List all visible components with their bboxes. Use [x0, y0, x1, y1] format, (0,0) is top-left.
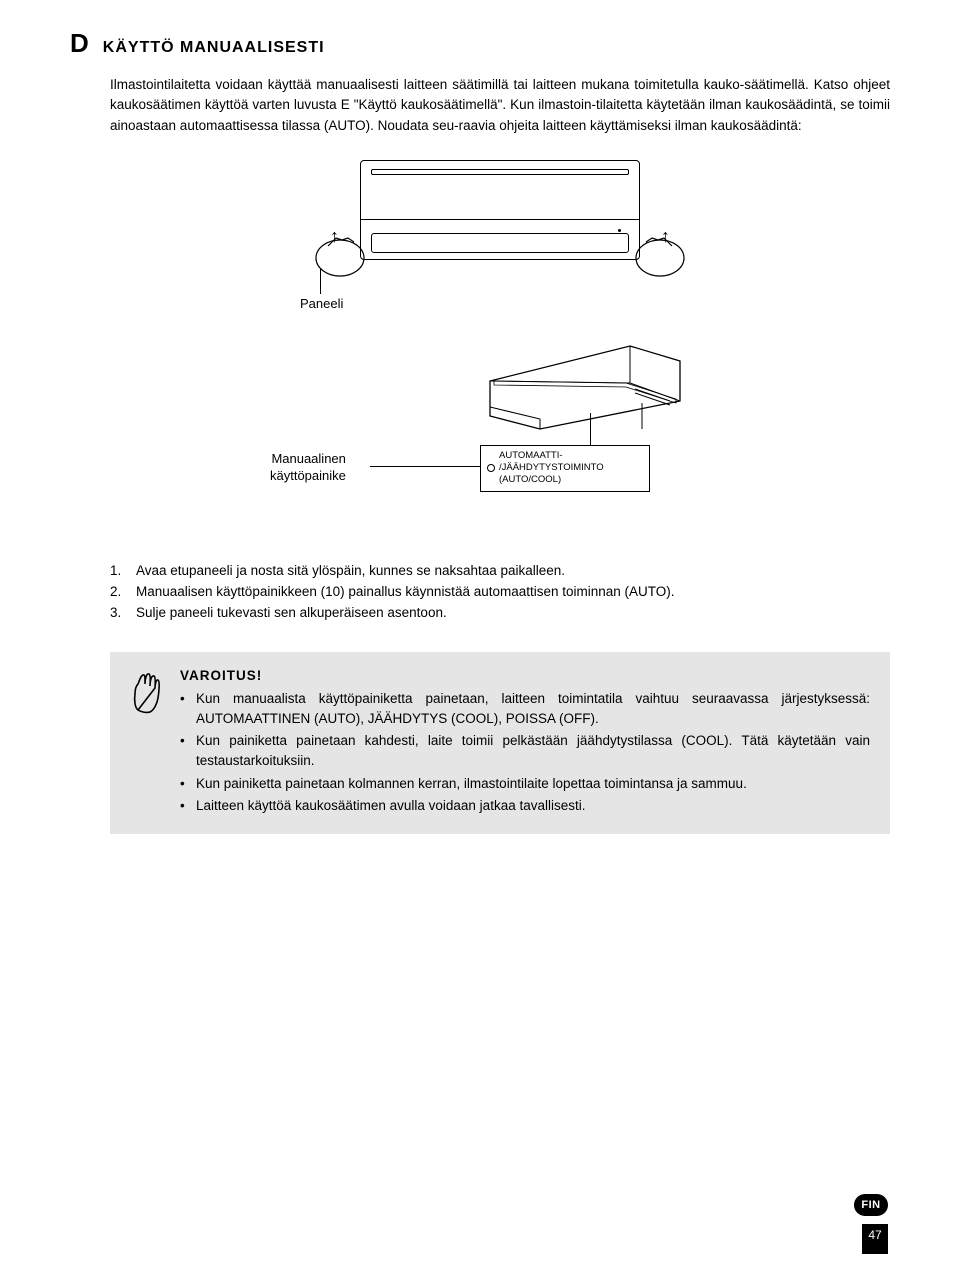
- warning-list: •Kun manuaalista käyttöpainiketta painet…: [180, 689, 870, 817]
- step-item: 1.Avaa etupaneeli ja nosta sitä ylöspäin…: [110, 561, 890, 582]
- step-item: 3.Sulje paneeli tukevasti sen alkuperäis…: [110, 603, 890, 624]
- callout-circle-icon: [487, 464, 495, 472]
- arrow-up-icon: ↑: [661, 226, 670, 247]
- warning-item: •Kun painiketta painetaan kolmannen kerr…: [180, 774, 870, 794]
- warning-text: Kun painiketta painetaan kahdesti, laite…: [196, 731, 870, 772]
- warning-text: Laitteen käyttöä kaukosäätimen avulla vo…: [196, 796, 585, 816]
- warning-text: Kun manuaalista käyttöpainiketta paineta…: [196, 689, 870, 730]
- warning-box: VAROITUS! •Kun manuaalista käyttöpainike…: [110, 652, 890, 835]
- step-text: Avaa etupaneeli ja nosta sitä ylöspäin, …: [136, 561, 565, 582]
- bullet-icon: •: [180, 796, 196, 816]
- warning-title: VAROITUS!: [180, 668, 870, 683]
- step-number: 3.: [110, 603, 136, 624]
- step-number: 2.: [110, 582, 136, 603]
- diagram-main: ↑ ↑ Paneeli: [110, 160, 890, 511]
- warning-hand-icon: [128, 668, 164, 819]
- page-number: 47: [862, 1224, 888, 1254]
- bullet-icon: •: [180, 774, 196, 794]
- section-letter: D: [70, 30, 89, 56]
- callout-text: AUTOMAATTI- /JÄÄHDYTYSTOIMINTO (AUTO/COO…: [499, 450, 604, 487]
- warning-item: •Laitteen käyttöä kaukosäätimen avulla v…: [180, 796, 870, 816]
- ac-small-illustration: [480, 341, 690, 431]
- warning-item: •Kun painiketta painetaan kahdesti, lait…: [180, 731, 870, 772]
- warning-text: Kun painiketta painetaan kolmannen kerra…: [196, 774, 747, 794]
- language-badge: FIN: [854, 1194, 888, 1216]
- section-title: KÄYTTÖ MANUAALISESTI: [103, 39, 325, 57]
- step-number: 1.: [110, 561, 136, 582]
- callout-box: AUTOMAATTI- /JÄÄHDYTYSTOIMINTO (AUTO/COO…: [480, 445, 650, 492]
- bullet-icon: •: [180, 731, 196, 772]
- step-text: Sulje paneeli tukevasti sen alkuperäisee…: [136, 603, 447, 624]
- callout-leader-line: [590, 413, 591, 445]
- manual-button-label: Manuaalinen käyttöpainike: [270, 451, 346, 485]
- ac-body: [360, 160, 640, 260]
- ac-unit-illustration: ↑ ↑: [290, 160, 710, 290]
- ac-slit: [371, 169, 629, 175]
- ac-vent: [371, 233, 629, 253]
- bullet-icon: •: [180, 689, 196, 730]
- manual-label-line1: Manuaalinen: [270, 451, 346, 468]
- warning-item: •Kun manuaalista käyttöpainiketta painet…: [180, 689, 870, 730]
- hand-left-icon: ↑: [308, 228, 368, 278]
- step-text: Manuaalisen käyttöpainikkeen (10) painal…: [136, 582, 675, 603]
- warning-content: VAROITUS! •Kun manuaalista käyttöpainike…: [180, 668, 870, 819]
- manual-leader-line: [370, 466, 480, 467]
- ac-unit-small-block: Manuaalinen käyttöpainike AUTOMAATTI- /J…: [240, 341, 760, 511]
- paneeli-label: Paneeli: [300, 296, 890, 311]
- intro-paragraph: Ilmastointilaitetta voidaan käyttää manu…: [110, 75, 890, 136]
- arrow-up-icon: ↑: [330, 226, 339, 247]
- manual-label-line2: käyttöpainike: [270, 468, 346, 485]
- callout-line1: AUTOMAATTI-: [499, 450, 604, 462]
- callout-line2: /JÄÄHDYTYSTOIMINTO: [499, 462, 604, 474]
- ac-panel-line: [361, 219, 639, 220]
- steps-list: 1.Avaa etupaneeli ja nosta sitä ylöspäin…: [110, 561, 890, 624]
- ac-indicator-dot: [618, 229, 621, 232]
- section-header: D KÄYTTÖ MANUAALISESTI: [70, 30, 890, 57]
- hand-right-icon: ↑: [632, 228, 692, 278]
- step-item: 2.Manuaalisen käyttöpainikkeen (10) pain…: [110, 582, 890, 603]
- callout-line3: (AUTO/COOL): [499, 474, 604, 486]
